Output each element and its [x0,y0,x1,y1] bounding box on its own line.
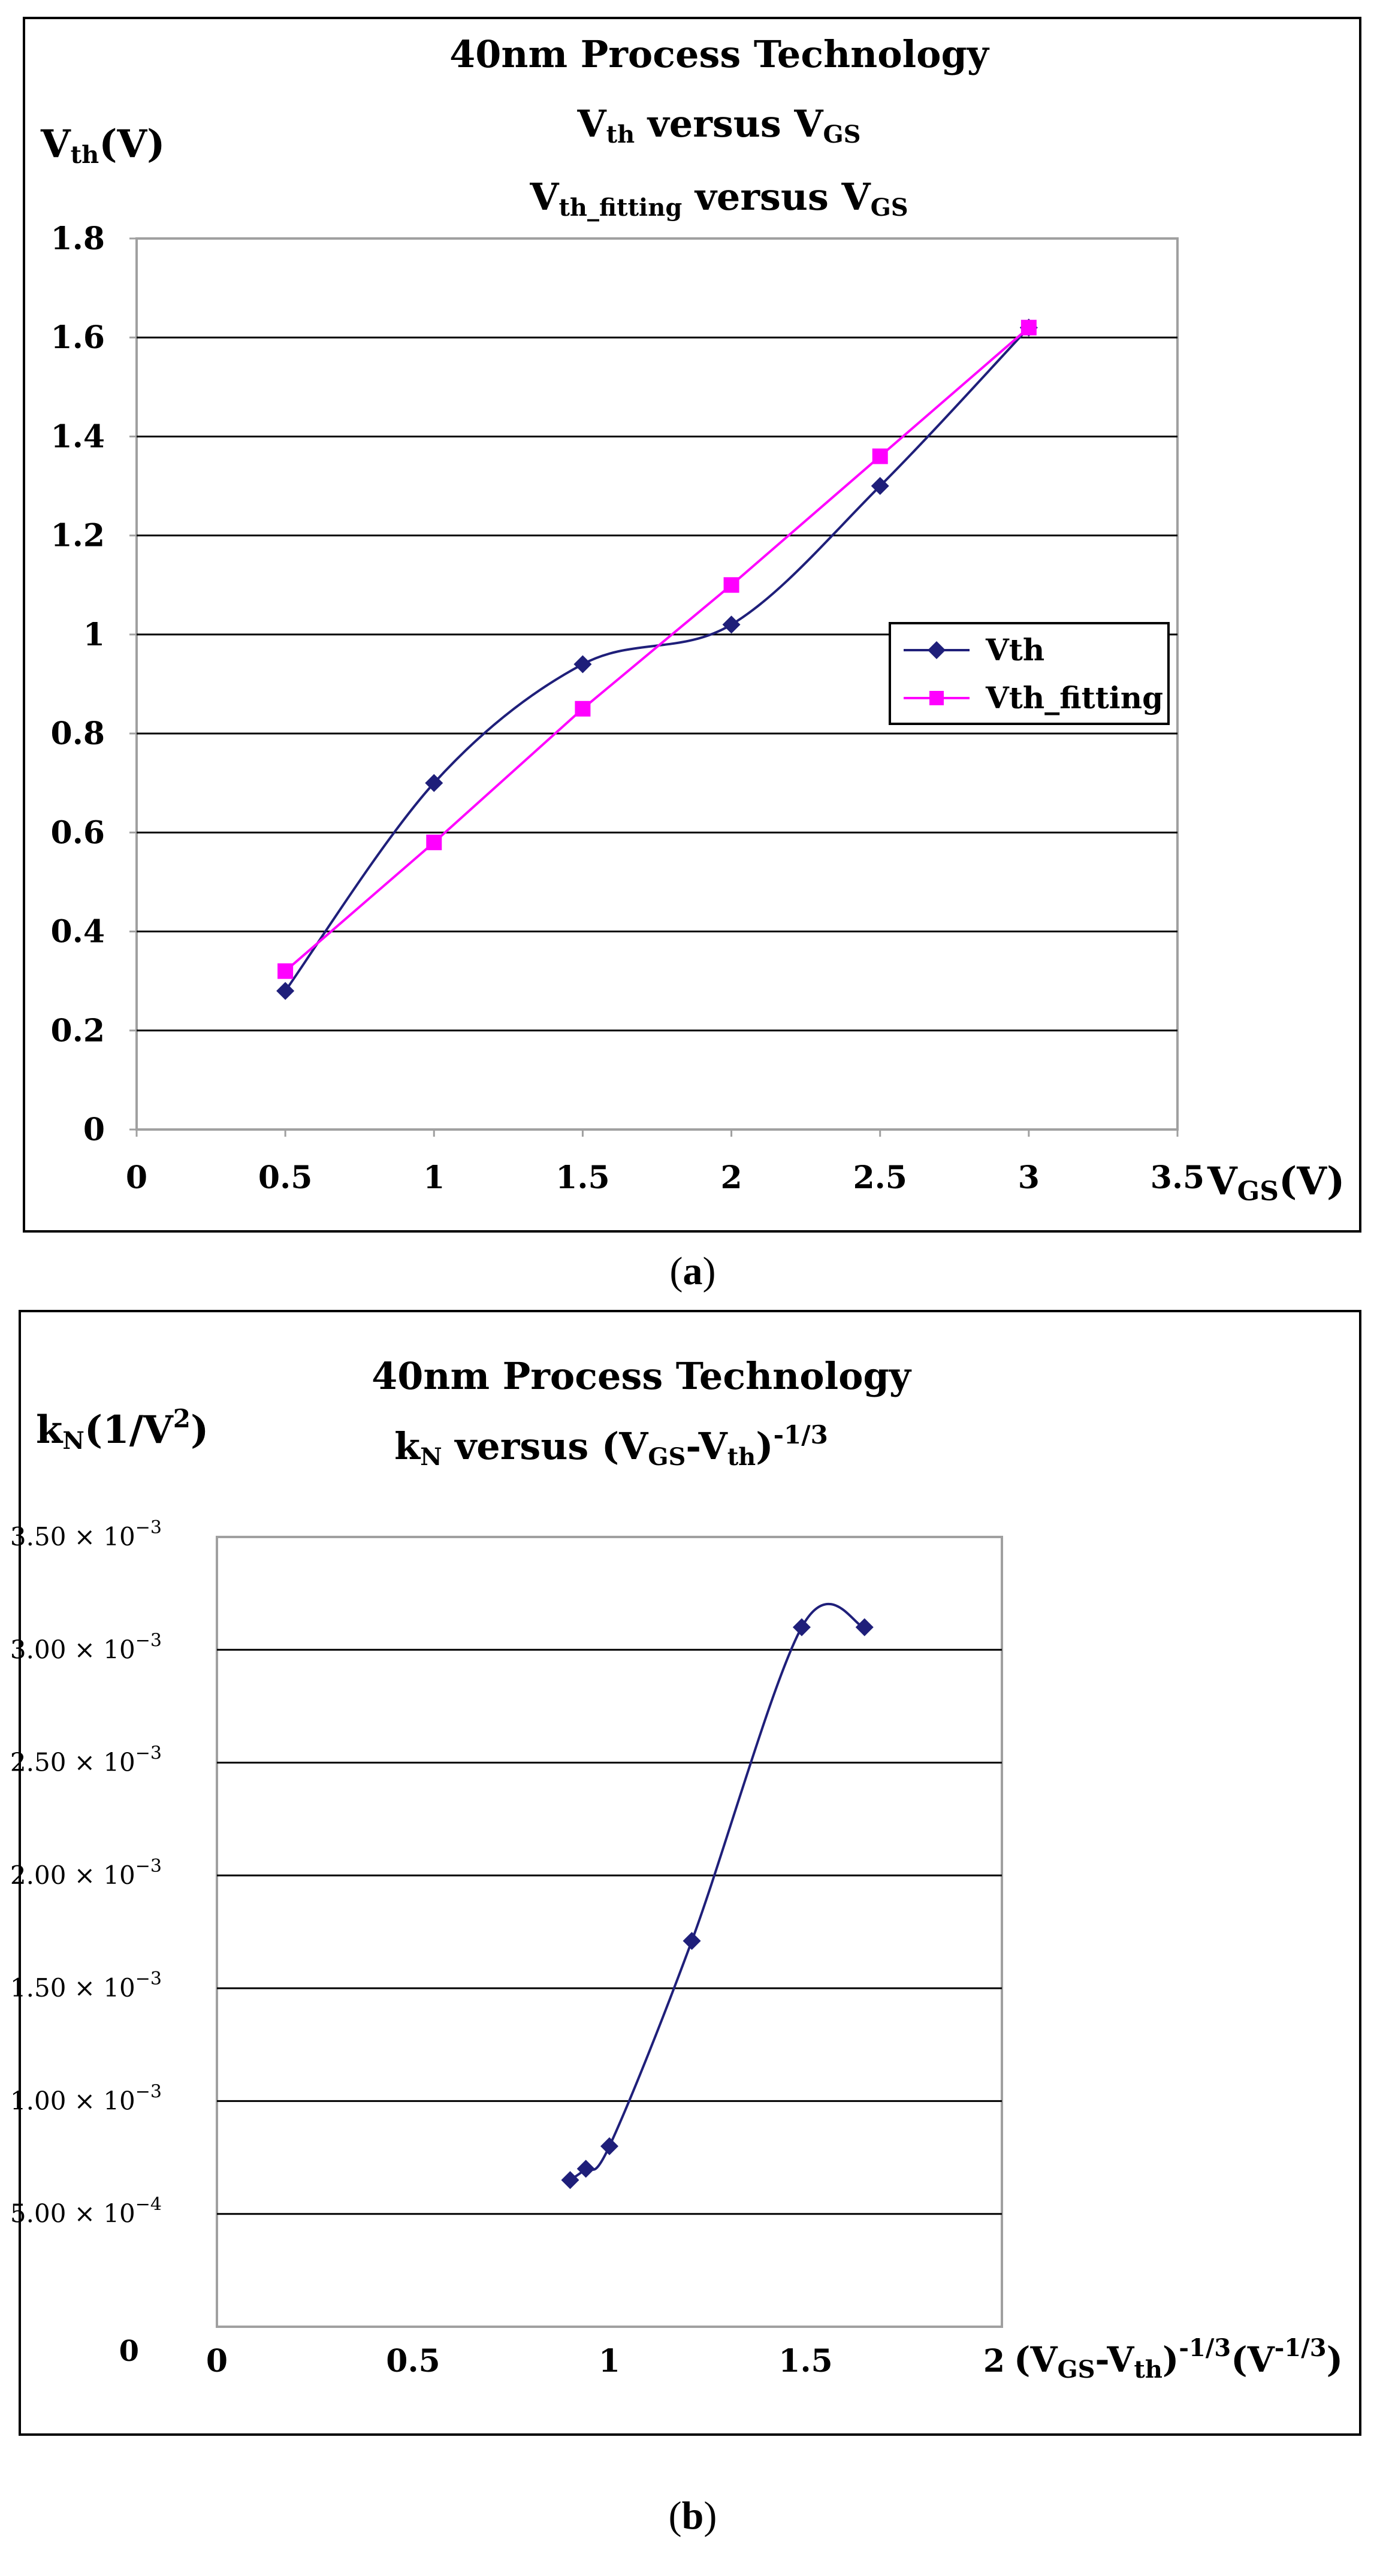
x-tick-label: 0 [126,1159,147,1196]
data-point-vth-fitting [1020,319,1037,336]
x-tick-label: 3 [1018,1159,1040,1196]
y-tick-mantissa: 0 [119,2335,139,2368]
panel-b-subtitle: kN versus (VGS-Vth)-1/3 [394,1420,828,1471]
data-point-vth [276,982,295,1000]
data-point-kn [576,2160,595,2178]
y-tick-label: 0.8 [51,715,105,752]
x-tick-label: 2 [983,2343,1005,2379]
data-point-kn [683,1932,701,1950]
data-point-vth-fitting [723,577,739,593]
panel-a-legend: Vth Vth_fitting [889,622,1170,725]
data-point-vth [425,774,443,792]
y-tick-exponent: −3 [135,1517,162,1538]
y-tick-mantissa: 2.00 × 10 [10,1861,135,1890]
legend-marker-vth [928,641,946,659]
x-tick-label: 2 [720,1159,742,1196]
y-tick-label: 5.00 × 10−4 [10,2194,162,2228]
legend-label-vth-fitting: Vth_fitting [985,680,1163,715]
legend-marker-vth-fitting [929,691,944,705]
panel-b-x-tick-labels: 0 0.5 1 1.5 2 [206,2343,1005,2379]
data-point-vth-fitting [277,963,294,979]
x-tick-label: 1 [423,1159,445,1196]
x-tick-label: 0.5 [258,1159,312,1196]
data-point-vth-fitting [872,448,888,464]
y-tick-label: 2.50 × 10−3 [10,1743,162,1777]
panel-b-title: 40nm Process Technology [372,1354,912,1398]
data-point-vth-fitting [426,834,442,850]
y-tick-label: 0 [119,2335,139,2368]
panel-b-series [561,1602,874,2190]
y-tick-exponent: −4 [135,2194,162,2215]
panel-a-title: 40nm Process Technology [449,32,990,76]
y-tick-label: 1.8 [51,221,105,257]
data-point-vth-fitting [575,700,591,717]
y-tick-label: 0.6 [51,814,105,851]
y-tick-mantissa: 3.50 × 10 [10,1522,135,1551]
panel-a-y-tick-labels: 0 0.2 0.4 0.6 0.8 1 1.2 1.4 1.6 1.8 [51,221,105,1148]
data-point-vth [722,615,741,634]
y-tick-label: 3.50 × 10−3 [10,1517,162,1551]
panel-b-plot-area [216,1536,1003,2328]
x-tick-label: 1 [599,2343,620,2379]
panel-a-subtitle-2: Vth_fitting versus VGS [529,175,908,222]
panel-a-series [276,318,1038,1000]
panel-b-y-axis-label: kN(1/V2) [36,1404,209,1455]
legend-box [889,622,1170,725]
panel-b-label: (b) [669,2494,717,2538]
data-point-kn [792,1618,811,1636]
panel-b-frame [19,1310,1361,2436]
y-tick-mantissa: 2.50 × 10 [10,1748,135,1777]
x-tick-label: 3.5 [1151,1159,1204,1196]
panel-a-x-axis-label: VGS(V) [1207,1159,1345,1207]
y-tick-mantissa: 1.00 × 10 [10,2086,135,2115]
x-tick-label: 1.5 [778,2343,832,2379]
x-tick-label: 2.5 [853,1159,907,1196]
y-tick-label: 1.2 [51,518,105,554]
data-point-vth [871,477,889,496]
panel-a-x-tick-labels: 0 0.5 1 1.5 2 2.5 3 3.5 [126,1159,1204,1196]
y-tick-exponent: −3 [135,2081,162,2102]
panel-b-y-tick-labels: 05.00 × 10−41.00 × 10−31.50 × 10−32.00 ×… [10,1517,162,2368]
y-tick-mantissa: 1.50 × 10 [10,1973,135,2003]
x-tick-label: 0.5 [386,2343,440,2379]
y-tick-label: 0.4 [51,914,105,950]
y-tick-mantissa: 5.00 × 10 [10,2199,135,2228]
legend-label-vth: Vth [985,632,1044,668]
y-tick-exponent: −3 [135,1630,162,1651]
y-tick-label: 2.00 × 10−3 [10,1856,162,1890]
panel-a-gridlines [129,237,1179,1137]
panel-a-label: (a) [670,1249,716,1293]
y-tick-exponent: −3 [135,1856,162,1877]
data-point-kn [855,1618,874,1636]
data-point-kn [561,2171,579,2190]
y-tick-label: 0 [83,1112,105,1148]
panel-b-gridlines [217,1648,1002,2215]
panel-b-x-axis-label: (VGS-Vth)-1/3(V-1/3) [1014,2334,1343,2384]
y-tick-label: 1.00 × 10−3 [10,2081,162,2115]
panel-a-subtitle-1: Vth versus VGS [576,102,860,149]
y-tick-label: 1 [83,617,105,653]
y-tick-mantissa: 3.00 × 10 [10,1635,135,1664]
data-point-vth [573,655,592,674]
x-tick-label: 1.5 [555,1159,609,1196]
y-tick-label: 3.00 × 10−3 [10,1630,162,1664]
data-point-kn [600,2137,618,2155]
panel-a-y-axis-label: Vth(V) [40,122,165,169]
y-tick-label: 1.50 × 10−3 [10,1968,162,2003]
series-line-vth-fitting [284,327,1030,973]
y-tick-label: 1.4 [51,418,105,455]
y-tick-exponent: −3 [135,1743,162,1764]
y-tick-label: 1.6 [51,319,105,356]
y-tick-label: 0.2 [51,1013,105,1049]
y-tick-exponent: −3 [135,1968,162,1989]
x-tick-label: 0 [206,2343,228,2379]
panel-a-plot-area [135,237,1179,1131]
